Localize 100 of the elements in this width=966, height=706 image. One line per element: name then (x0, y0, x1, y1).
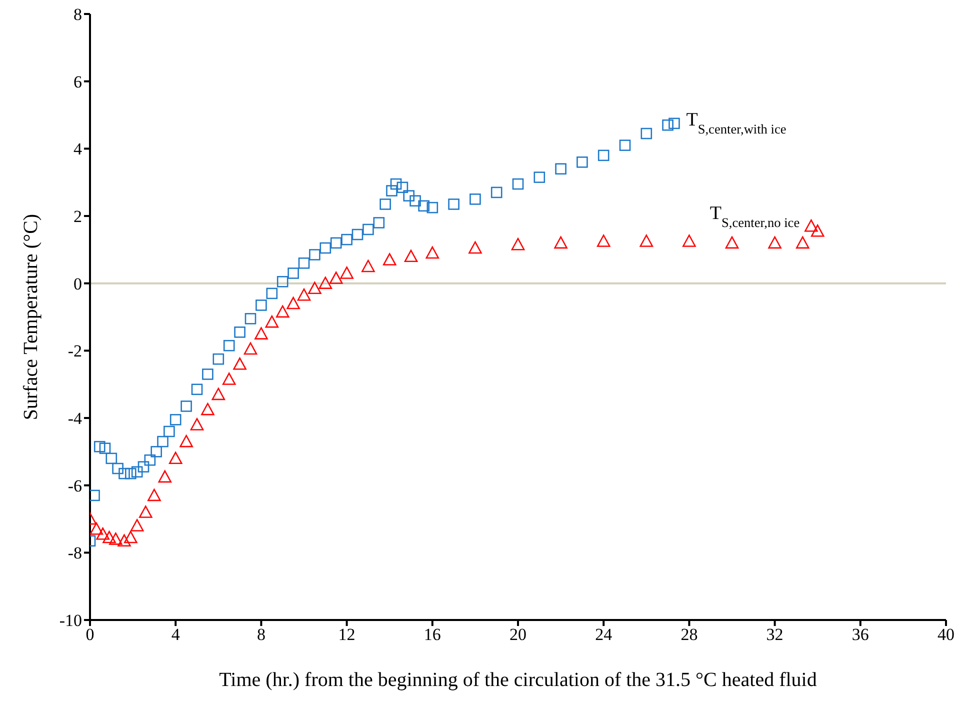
point (309, 249, 320, 260)
point (390, 178, 402, 190)
point (256, 300, 267, 311)
x-tick-label: 40 (938, 625, 954, 644)
point (318, 276, 332, 289)
point (490, 186, 502, 198)
point (276, 305, 290, 318)
point (810, 224, 824, 237)
series-label: T$_{S,center,with ice}$ (686, 109, 786, 136)
point (380, 198, 391, 210)
x-tick-label: 36 (852, 625, 869, 644)
y-tick-label: 0 (74, 274, 82, 294)
y-tick-label: 4 (74, 140, 82, 159)
series-label: T$_{S,center,no ice}$ (710, 203, 800, 230)
point (124, 530, 138, 544)
x-tick-label: 0 (86, 625, 94, 644)
y-tick-label: -8 (68, 544, 82, 563)
y-tick-label: -2 (68, 342, 82, 361)
point (308, 282, 322, 294)
x-tick-label: 20 (510, 625, 526, 644)
point (102, 530, 116, 544)
point (554, 236, 568, 249)
x-tick-label: 24 (595, 625, 613, 644)
point (168, 452, 182, 464)
point (244, 313, 256, 324)
point (254, 327, 268, 340)
point (94, 440, 106, 452)
point (410, 195, 421, 206)
point (138, 506, 152, 518)
point (118, 534, 131, 547)
point (362, 260, 375, 272)
point (190, 418, 204, 430)
point (180, 434, 193, 448)
point (725, 236, 739, 249)
point (191, 384, 203, 396)
point (426, 246, 440, 259)
point (555, 163, 566, 175)
point (596, 234, 610, 247)
point (382, 253, 396, 266)
point (404, 250, 418, 262)
point (796, 236, 810, 249)
point (158, 470, 172, 483)
point (598, 150, 610, 162)
point (288, 268, 299, 279)
y-tick-label: -4 (68, 409, 82, 428)
x-axis-title: Time (hr.) from the beginning of the circulation of the 31.5 °C heated fluid (219, 669, 817, 691)
point (96, 528, 110, 540)
point (768, 236, 782, 249)
point (320, 242, 332, 254)
y-axis-title: Surface Temperature (°C) (20, 214, 42, 420)
point (157, 436, 168, 448)
x-tick-label: 32 (766, 625, 784, 644)
x-tick-label: 8 (256, 625, 266, 644)
point (386, 185, 398, 196)
point (352, 228, 364, 240)
point (201, 402, 214, 416)
point (329, 272, 343, 284)
point (170, 414, 182, 426)
point (448, 198, 460, 210)
point (125, 468, 136, 480)
y-tick-label: 2 (74, 207, 82, 226)
point (640, 128, 652, 140)
point (265, 315, 279, 328)
point (212, 388, 226, 400)
point (212, 353, 224, 365)
point (512, 178, 524, 190)
point (180, 400, 192, 412)
y-tick-label: -10 (59, 611, 82, 630)
point (144, 454, 156, 466)
x-tick-label: 4 (171, 625, 180, 644)
point (150, 446, 162, 458)
point (298, 257, 310, 269)
point (341, 234, 352, 246)
point (470, 194, 481, 205)
point (640, 234, 654, 247)
x-tick-label: 16 (424, 625, 441, 644)
point (418, 200, 430, 212)
point (138, 461, 150, 472)
point (330, 237, 342, 249)
point (362, 224, 374, 236)
y-tick-label: -6 (68, 476, 82, 496)
point (118, 468, 130, 480)
point (426, 202, 438, 214)
point (403, 190, 415, 202)
point (130, 519, 144, 532)
point (668, 118, 680, 130)
point (131, 466, 143, 478)
point (276, 276, 288, 288)
point (244, 342, 258, 355)
point (511, 238, 525, 250)
point (99, 442, 111, 454)
point (468, 241, 482, 254)
point (223, 340, 235, 352)
point (109, 532, 122, 545)
point (682, 234, 696, 247)
y-tick-label: 6 (74, 72, 82, 92)
point (148, 488, 161, 502)
point (202, 368, 214, 380)
point (286, 296, 300, 310)
x-tick-label: 12 (338, 625, 356, 644)
